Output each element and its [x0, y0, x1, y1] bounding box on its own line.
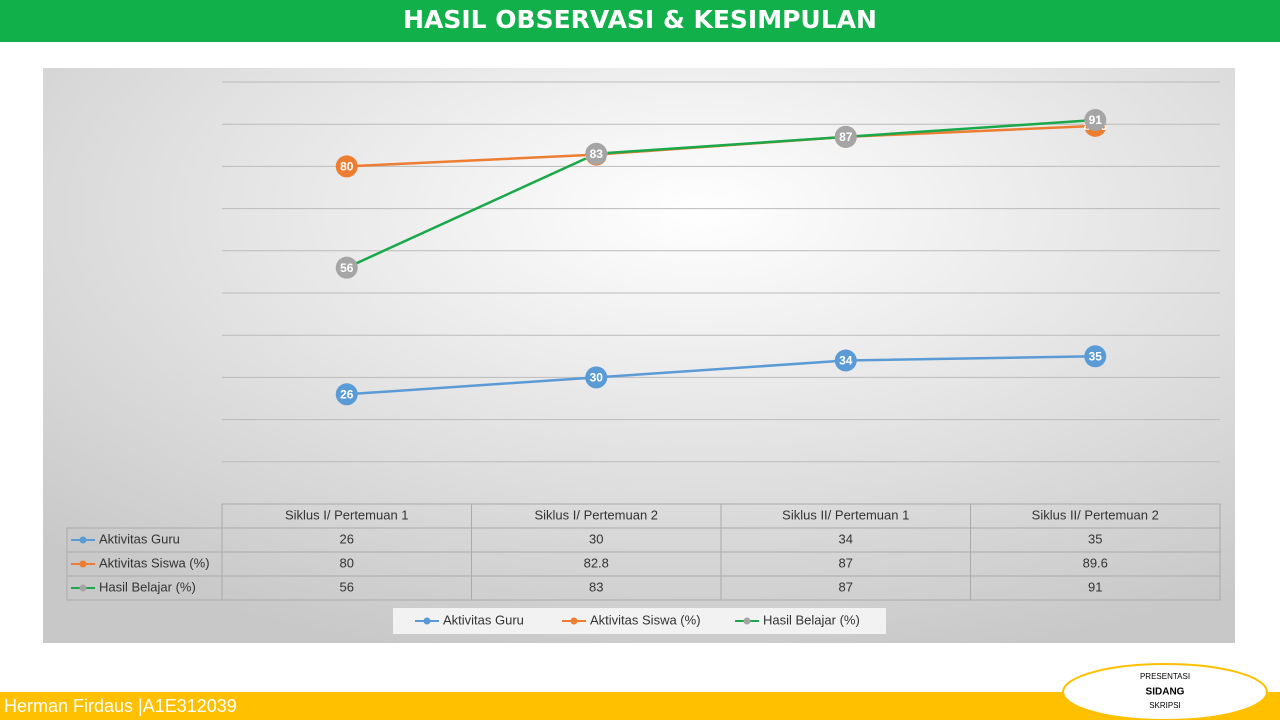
data-point [1084, 108, 1107, 131]
table-series-name: Aktivitas Siswa (%) [99, 555, 210, 570]
badge-text: SKRIPSI [1149, 701, 1181, 710]
data-label: 83 [590, 147, 604, 161]
title-bar [0, 0, 1280, 42]
data-label: 87 [839, 130, 853, 144]
table-value: 87 [839, 579, 853, 594]
table-series-name: Aktivitas Guru [99, 531, 180, 546]
table-value: 30 [589, 531, 603, 546]
data-point [335, 383, 358, 406]
legend-key [79, 584, 87, 592]
table-value: 82.8 [584, 555, 609, 570]
badge [1062, 663, 1268, 720]
data-point [1084, 345, 1107, 368]
table-value: 34 [839, 531, 853, 546]
x-tick-label: Siklus I/ Pertemuan 1 [285, 507, 409, 522]
data-point [335, 256, 358, 279]
data-label: 35 [1089, 349, 1103, 363]
legend-key [79, 536, 87, 544]
legend-label: Hasil Belajar (%) [763, 612, 860, 627]
badge-text: SIDANG [1146, 687, 1185, 698]
data-label: 30 [590, 371, 604, 385]
series-line [346, 118, 1096, 269]
footer-author: Herman Firdaus |A1E312039 [4, 696, 237, 716]
table-value: 56 [340, 579, 354, 594]
x-tick-label: Siklus II/ Pertemuan 2 [1032, 507, 1159, 522]
data-point [834, 125, 857, 148]
x-tick-label: Siklus I/ Pertemuan 2 [534, 507, 658, 522]
series-line [346, 355, 1096, 396]
data-point [585, 366, 608, 389]
legend-key [79, 560, 87, 568]
data-label: 80 [340, 160, 354, 174]
data-point [585, 142, 608, 165]
table-value: 91 [1088, 579, 1102, 594]
legend [393, 608, 886, 634]
table-value: 26 [340, 531, 354, 546]
table-value: 87 [839, 555, 853, 570]
table-value: 80 [340, 555, 354, 570]
slide-title: HASIL OBSERVASI & KESIMPULAN [403, 5, 877, 34]
data-label: 26 [340, 387, 354, 401]
x-tick-label: Siklus II/ Pertemuan 1 [782, 507, 909, 522]
legend-label: Aktivitas Siswa (%) [590, 612, 701, 627]
legend-key [423, 617, 431, 625]
data-label: 56 [340, 261, 354, 275]
data-point [335, 155, 358, 178]
legend-label: Aktivitas Guru [443, 612, 524, 627]
table-series-name: Hasil Belajar (%) [99, 579, 196, 594]
legend-key [570, 617, 578, 625]
table-value: 83 [589, 579, 603, 594]
table-value: 35 [1088, 531, 1102, 546]
chart-panel [43, 68, 1235, 643]
badge-text: PRESENTASI [1140, 672, 1190, 681]
table-value: 89.6 [1083, 555, 1108, 570]
legend-key [743, 617, 751, 625]
data-label: 91 [1089, 113, 1103, 127]
data-label: 34 [839, 354, 853, 368]
table [66, 527, 1221, 601]
data-point [834, 349, 857, 372]
